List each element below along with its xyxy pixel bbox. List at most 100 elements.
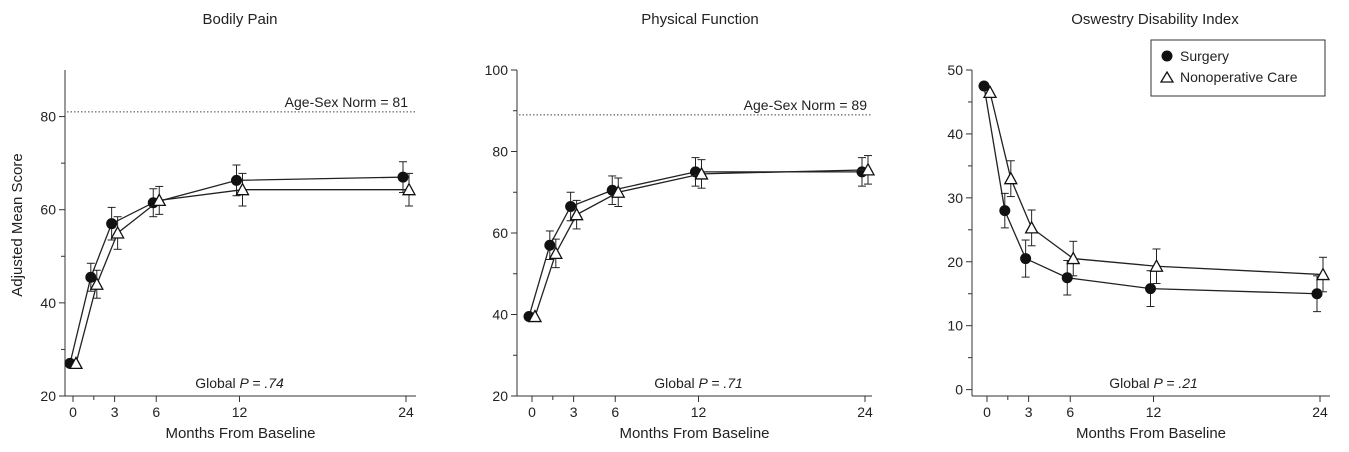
legend: Surgery Nonoperative Care [1150, 39, 1326, 97]
data-point-nonoperative [1315, 267, 1331, 281]
data-point-surgery [544, 239, 556, 251]
chart-panel-2: Physical Function 20 40 60 80 100 0 3 6 12 24 Month… [485, 11, 876, 442]
x-tick-label: 24 [857, 404, 873, 420]
global-p-annotation: Global P = .71 [654, 375, 743, 391]
norm-label: Age-Sex Norm = 81 [285, 94, 409, 110]
global-p-annotation: Global P = .21 [1109, 375, 1198, 391]
series-line [989, 92, 1324, 276]
chart-title: Oswestry Disability Index [1071, 11, 1239, 28]
y-tick-label: 10 [947, 318, 963, 334]
x-tick-label: 6 [1066, 404, 1074, 420]
data-point-nonoperative [1066, 251, 1081, 265]
data-point-nonoperative [611, 184, 626, 198]
y-tick-label: 80 [492, 144, 508, 160]
x-tick-label: 24 [1312, 404, 1328, 420]
chart-panel-3: Oswestry Disability Index 0 10 20 30 40 50 0 3 6 1… [947, 11, 1331, 442]
legend-box [1150, 39, 1326, 97]
data-point-nonoperative [1149, 258, 1164, 272]
chart-title: Bodily Pain [202, 11, 277, 28]
data-point-nonoperative [982, 85, 998, 99]
x-axis-label: Months From Baseline [619, 425, 769, 442]
x-tick-label: 6 [611, 404, 619, 420]
x-tick-label: 3 [570, 404, 578, 420]
chart-title: Physical Function [641, 11, 759, 28]
y-tick-label: 100 [485, 62, 509, 78]
x-tick-label: 6 [152, 404, 160, 420]
chart-panel-1: Bodily Pain 20 40 60 80 0 3 6 12 24 Months From Ba… [40, 11, 417, 442]
series-surgery [523, 157, 868, 323]
p-prefix: Global [1109, 375, 1153, 391]
series-nonoperative [527, 155, 876, 323]
x-axis-label: Months From Baseline [1076, 425, 1226, 442]
data-point-nonoperative [89, 276, 104, 290]
legend-nonoperative-marker [1159, 70, 1175, 83]
series-line [75, 189, 409, 364]
norm-label: Age-Sex Norm = 89 [744, 97, 868, 113]
p-prefix: Global [654, 375, 698, 391]
data-point-surgery [1061, 272, 1073, 284]
data-point-surgery [85, 271, 97, 283]
data-point-nonoperative [1024, 220, 1039, 234]
x-tick-label: 0 [983, 404, 991, 420]
data-point-nonoperative [860, 162, 876, 176]
series-line [534, 169, 869, 317]
p-value: P = .74 [240, 375, 284, 391]
series-line [528, 171, 862, 317]
y-tick-label: 40 [492, 307, 508, 323]
data-point-nonoperative [152, 193, 167, 207]
x-tick-label: 0 [528, 404, 536, 420]
x-tick-label: 0 [69, 404, 77, 420]
data-point-surgery [397, 171, 409, 183]
y-tick-label: 20 [492, 388, 508, 404]
y-axis-label: Adjusted Mean Score [9, 153, 26, 296]
global-p-annotation: Global P = .74 [195, 375, 284, 391]
y-tick-label: 60 [40, 202, 56, 218]
x-axis-label: Months From Baseline [165, 425, 315, 442]
data-point-nonoperative [110, 225, 125, 239]
data-point-nonoperative [68, 356, 84, 370]
series-surgery [978, 80, 1323, 313]
data-point-nonoperative [401, 182, 417, 196]
p-value: P = .71 [699, 375, 743, 391]
legend-nonoperative-label: Nonoperative Care [1180, 69, 1298, 85]
p-prefix: Global [195, 375, 239, 391]
y-tick-label: 0 [955, 382, 963, 398]
data-point-surgery [1145, 283, 1156, 295]
x-tick-label: 3 [1025, 404, 1033, 420]
data-point-nonoperative [569, 207, 584, 221]
data-point-surgery [565, 201, 577, 213]
data-point-surgery [1020, 253, 1032, 265]
x-tick-label: 24 [398, 404, 414, 420]
y-tick-label: 50 [947, 62, 963, 78]
series-line [69, 176, 404, 364]
data-point-nonoperative [694, 166, 709, 180]
y-tick-label: 60 [492, 225, 508, 241]
data-point-surgery [1311, 288, 1323, 300]
data-point-surgery [231, 174, 242, 186]
y-tick-label: 20 [947, 254, 963, 270]
data-point-surgery [978, 80, 990, 92]
legend-surgery-label: Surgery [1180, 48, 1229, 64]
p-value: P = .21 [1154, 375, 1198, 391]
data-point-nonoperative [235, 182, 250, 196]
y-tick-label: 20 [40, 388, 56, 404]
x-tick-label: 12 [1146, 404, 1162, 420]
x-tick-label: 12 [232, 404, 248, 420]
series-line [983, 85, 1318, 295]
data-point-surgery [106, 218, 118, 230]
y-tick-label: 30 [947, 190, 963, 206]
y-tick-label: 40 [947, 126, 963, 142]
data-point-nonoperative [1003, 171, 1018, 185]
data-point-nonoperative [527, 309, 543, 323]
data-point-surgery [999, 205, 1011, 217]
series-surgery [64, 161, 409, 369]
x-tick-label: 3 [111, 404, 119, 420]
data-point-nonoperative [548, 246, 563, 260]
series-nonoperative [68, 172, 417, 370]
legend-surgery-marker [1161, 50, 1173, 62]
series-nonoperative [982, 85, 1331, 293]
y-tick-label: 80 [40, 109, 56, 125]
y-tick-label: 40 [40, 295, 56, 311]
x-tick-label: 12 [691, 404, 707, 420]
